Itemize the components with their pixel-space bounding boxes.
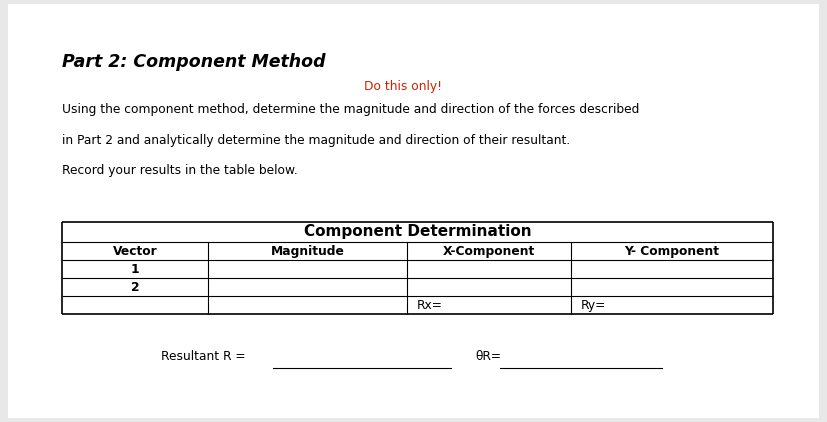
Text: 2: 2 <box>131 281 139 294</box>
Text: Using the component method, determine the magnitude and direction of the forces : Using the component method, determine th… <box>62 103 639 116</box>
Text: Ry=: Ry= <box>581 299 605 312</box>
Text: X-Component: X-Component <box>442 244 535 257</box>
Text: Y- Component: Y- Component <box>624 244 719 257</box>
Text: Magnitude: Magnitude <box>270 244 344 257</box>
Text: Part 2: Component Method: Part 2: Component Method <box>62 53 326 71</box>
Text: Do this only!: Do this only! <box>364 80 442 93</box>
Text: Rx=: Rx= <box>417 299 442 312</box>
Text: Vector: Vector <box>112 244 157 257</box>
Text: Record your results in the table below.: Record your results in the table below. <box>62 164 298 177</box>
Text: Resultant R =: Resultant R = <box>161 350 246 363</box>
Text: θR=: θR= <box>476 350 501 363</box>
Text: 1: 1 <box>131 262 139 276</box>
Text: Component Determination: Component Determination <box>304 224 532 239</box>
Text: in Part 2 and analytically determine the magnitude and direction of their result: in Part 2 and analytically determine the… <box>62 134 571 147</box>
